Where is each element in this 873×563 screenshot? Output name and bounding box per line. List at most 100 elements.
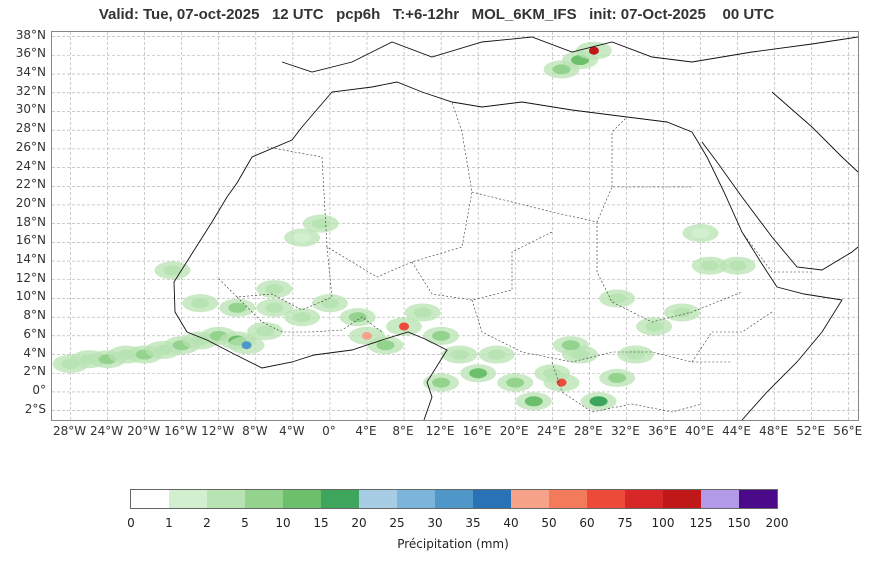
precipitation-core: [163, 265, 182, 276]
map-gridlines: [52, 32, 858, 420]
map-plot-area[interactable]: [51, 31, 859, 421]
latitude-tick-label: 26°N: [15, 139, 46, 154]
colorbar-segment: [663, 490, 701, 508]
colorbar-tick-label: 60: [579, 516, 595, 530]
latitude-tick-label: 4°N: [23, 345, 46, 360]
colorbar-segment: [587, 490, 625, 508]
colorbar-segment: [701, 490, 739, 508]
latitude-tick-label: 24°N: [15, 158, 46, 173]
precipitation-core: [241, 341, 252, 350]
latitude-tick-label: 38°N: [15, 27, 46, 42]
latitude-tick-label: 34°N: [15, 65, 46, 80]
colorbar-tick-label: 50: [541, 516, 557, 530]
latitude-tick-label: 30°N: [15, 102, 46, 117]
precipitation-core: [256, 326, 275, 337]
red-sea-west: [691, 131, 778, 288]
colorbar-segment: [283, 490, 321, 508]
colorbar-tick-label: 30: [427, 516, 443, 530]
colorbar-segment: [207, 490, 245, 508]
latitude-tick-label: 18°N: [15, 214, 46, 229]
precipitation-core: [672, 307, 691, 318]
precipitation-core: [376, 340, 395, 351]
colorbar-tick-label: 40: [503, 516, 519, 530]
precipitation-core: [311, 218, 330, 229]
precipitation-field: [52, 41, 756, 411]
colorbar-segment: [739, 490, 777, 508]
precipitation-colorbar: [130, 489, 778, 509]
longitude-tick-label: 20°W: [127, 424, 161, 438]
longitude-tick-label: 16°E: [462, 424, 492, 438]
horn-east: [741, 286, 843, 420]
precipitation-core: [608, 293, 627, 304]
precipitation-core: [608, 372, 627, 383]
precipitation-core: [626, 349, 645, 360]
latitude-tick-label: 32°N: [15, 83, 46, 98]
longitude-tick-label: 28°E: [573, 424, 603, 438]
latitude-tick-label: 2°S: [24, 401, 46, 416]
colorbar-label: Précipitation (mm): [397, 537, 509, 551]
precipitation-core: [413, 307, 432, 318]
precipitation-core: [524, 396, 543, 407]
arabia: [701, 141, 858, 271]
longitude-tick-label: 8°E: [392, 424, 414, 438]
precipitation-core: [293, 232, 312, 243]
colorbar-tick-label: 35: [465, 516, 481, 530]
colorbar-tick-label: 15: [313, 516, 329, 530]
map-canvas: [52, 32, 858, 420]
longitude-tick-label: 4°E: [355, 424, 377, 438]
colorbar-tick-label: 2: [203, 516, 211, 530]
precipitation-core: [700, 260, 719, 271]
longitude-tick-label: 4°W: [279, 424, 305, 438]
longitude-tick-label: 24°W: [90, 424, 124, 438]
colorbar-segment: [169, 490, 207, 508]
latitude-tick-label: 12°N: [15, 270, 46, 285]
colorbar-segment: [625, 490, 663, 508]
precipitation-core: [506, 377, 525, 388]
colorbar-segment: [245, 490, 283, 508]
persian-coast: [771, 91, 858, 173]
colorbar-tick-label: 200: [765, 516, 789, 530]
colorbar-tick-label: 10: [275, 516, 291, 530]
precipitation-core: [320, 298, 339, 309]
precipitation-core: [361, 331, 372, 340]
precipitation-core: [265, 302, 284, 313]
colorbar-segment: [435, 490, 473, 508]
colorbar-tick-label: 100: [651, 516, 675, 530]
colorbar-tick-label: 125: [689, 516, 713, 530]
latitude-tick-label: 20°N: [15, 195, 46, 210]
precipitation-core: [228, 302, 247, 313]
precipitation-core: [450, 349, 469, 360]
longitude-tick-label: 28°W: [52, 424, 87, 438]
precipitation-core: [432, 330, 451, 341]
precipitation-core: [589, 396, 608, 407]
longitude-tick-label: 12°E: [425, 424, 455, 438]
colorbar-segment: [511, 490, 549, 508]
africa-north-coast: [236, 81, 693, 184]
med-north: [281, 36, 858, 73]
latitude-tick-label: 28°N: [15, 121, 46, 136]
colorbar-tick-label: 150: [727, 516, 751, 530]
precipitation-core: [645, 321, 664, 332]
longitude-tick-label: 32°E: [610, 424, 640, 438]
precipitation-core: [469, 368, 488, 379]
map-title: Valid: Tue, 07-oct-2025 12 UTC pcp6h T:+…: [98, 6, 775, 23]
precipitation-core: [556, 378, 567, 387]
colorbar-segment: [321, 490, 359, 508]
precipitation-core: [552, 64, 571, 75]
longitude-tick-label: 16°W: [164, 424, 198, 438]
precipitation-core: [293, 312, 312, 323]
longitude-tick-label: 40°E: [685, 424, 714, 438]
longitude-tick-label: 12°W: [201, 424, 235, 438]
latitude-tick-label: 2°N: [23, 364, 46, 379]
africa-west-coast: [173, 182, 448, 420]
latitude-tick-label: 8°N: [23, 308, 46, 323]
longitude-tick-label: 24°E: [536, 424, 566, 438]
longitude-tick-label: 52°E: [796, 424, 826, 438]
latitude-tick-label: 22°N: [15, 177, 46, 192]
latitude-tick-label: 6°N: [23, 326, 46, 341]
longitude-tick-label: 36°E: [648, 424, 677, 438]
latitude-tick-label: 10°N: [15, 289, 46, 304]
precipitation-core: [728, 260, 747, 271]
latitude-tick-label: 16°N: [15, 233, 46, 248]
colorbar-segment: [473, 490, 511, 508]
